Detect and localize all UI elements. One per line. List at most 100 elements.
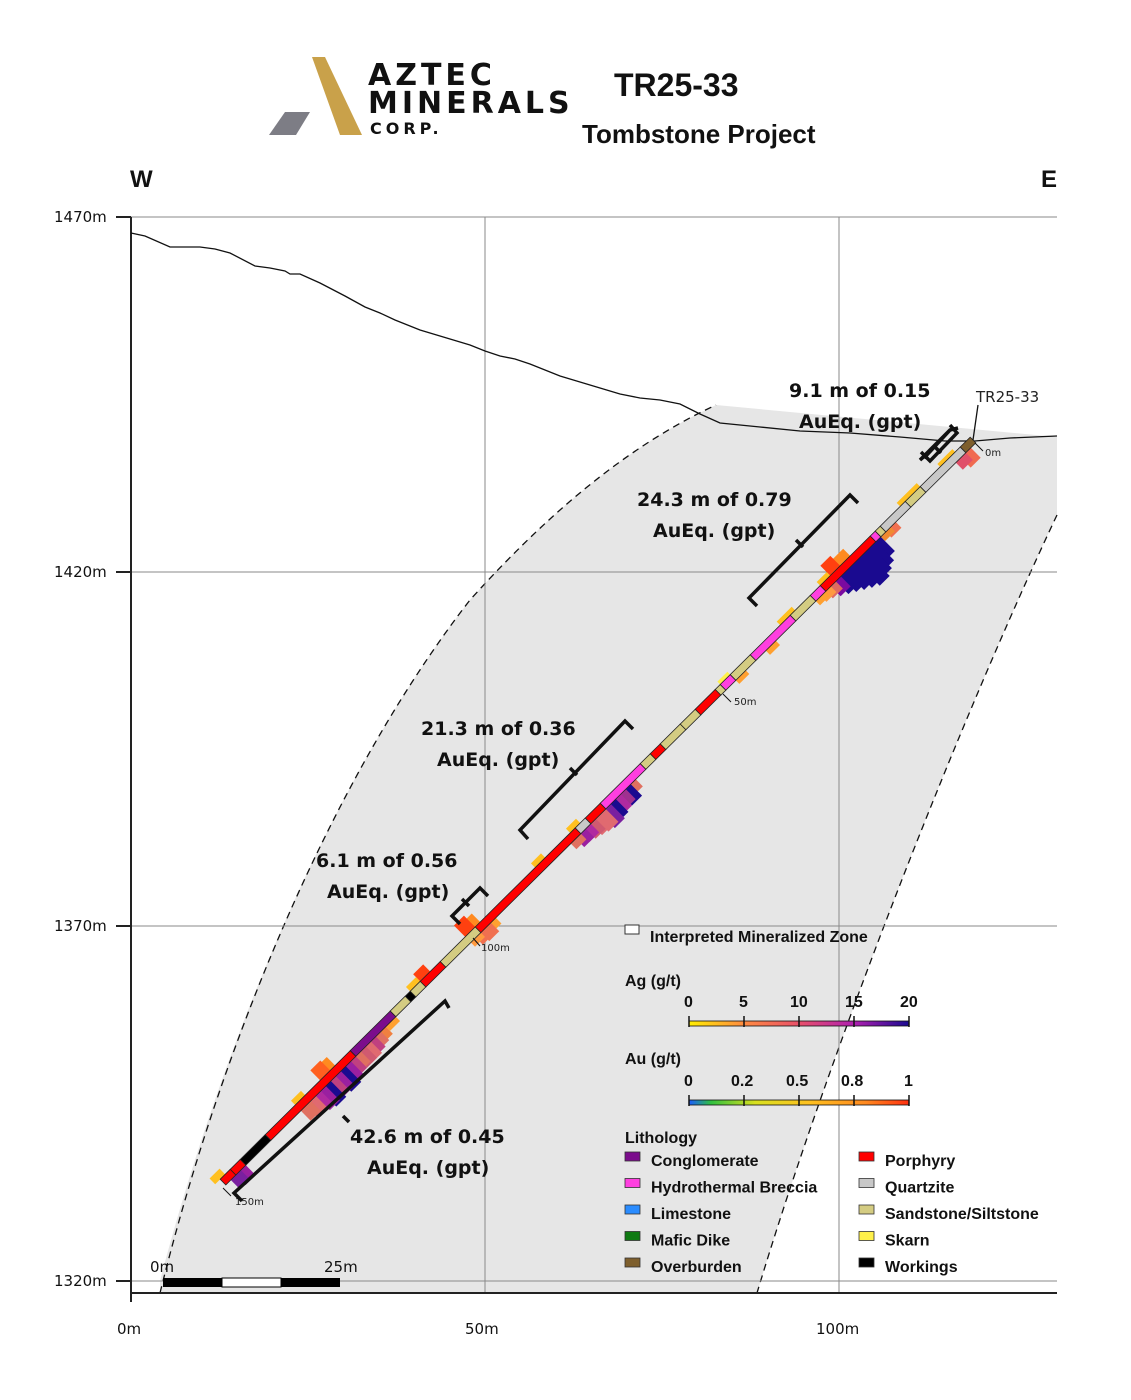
ag-grade-bar [815, 591, 831, 606]
bracket-21-3m-tick [568, 766, 579, 777]
au-grade-bar [717, 671, 731, 685]
y-ticks [116, 216, 131, 1282]
ag-tick-label: 0 [684, 994, 693, 1011]
logo-gray-shape [269, 112, 310, 135]
lithology-swatch [858, 1231, 875, 1241]
y-tick-label: 1420m [54, 563, 107, 581]
y-tick-label: 1320m [54, 1272, 107, 1290]
zone-swatch [624, 924, 640, 935]
east-label: E [1041, 166, 1057, 193]
bracket-21-3m [517, 718, 635, 841]
y-tick-label: 1470m [54, 208, 107, 226]
bracket-24-3m-tick [794, 538, 805, 549]
lithology-swatch [624, 1178, 641, 1188]
ag-scale-title: Ag (g/t) [625, 973, 681, 990]
collar-leader-line [972, 404, 979, 441]
x-tick-label: 100m [816, 1320, 859, 1338]
zone-boundary-west [159, 404, 717, 1294]
au-grade-bar [776, 606, 796, 626]
ag-grade-bar [385, 1016, 401, 1031]
bracket-6-1m-tick [460, 897, 471, 908]
au-grade-bar [405, 977, 421, 992]
intercept-line1: 21.3 m of 0.36 [421, 718, 576, 740]
lithology-swatch [858, 1257, 875, 1268]
depth-marker-0m: 0m [974, 442, 1001, 459]
intercept-label-2: 24.3 m of 0.79 AuEq. (gpt) [637, 489, 792, 542]
lithology-swatch [624, 1257, 641, 1268]
lithology-swatch [624, 1231, 641, 1241]
drill-hole-trace [209, 436, 981, 1189]
depth-label: 100m [481, 943, 510, 954]
scale-seg-3 [281, 1278, 340, 1287]
ag-tick-label: 5 [739, 994, 748, 1011]
hole-id-title: TR25-33 [614, 67, 739, 103]
depth-label: 150m [235, 1197, 264, 1208]
au-tick-label: 1 [904, 1073, 913, 1090]
logo-gold-shape [312, 57, 362, 135]
ag-ramp-ticks [688, 1016, 910, 1027]
intercept-line2: AuEq. (gpt) [437, 749, 559, 771]
lithology-swatch [858, 1204, 875, 1215]
intercept-line1: 6.1 m of 0.56 [316, 850, 458, 872]
au-scale-title: Au (g/t) [625, 1051, 681, 1068]
au-tick-label: 0.5 [786, 1073, 808, 1090]
depth-marker-50m: 50m [722, 693, 756, 708]
lithology-label: Hydrothermal Breccia [651, 1180, 817, 1197]
lithology-label: Conglomerate [651, 1153, 759, 1170]
ag-grade-bar [735, 670, 750, 684]
ag-grade-bar [230, 1170, 250, 1189]
bracket-9-1m-tick [933, 445, 943, 455]
lithology-label: Limestone [651, 1206, 731, 1223]
ag-grade-bar [880, 526, 896, 542]
depth-label: 50m [734, 697, 756, 708]
logo-line3: CORP. [370, 119, 443, 138]
au-grade-bar [413, 964, 431, 982]
scale-seg-2 [221, 1277, 282, 1288]
ag-tick-label: 15 [845, 994, 863, 1011]
company-logo: AZTEC MINERALS CORP. [269, 57, 570, 138]
mineralized-zone [160, 405, 1057, 1293]
au-tick-label: 0.2 [731, 1073, 753, 1090]
lithology-swatch [858, 1178, 875, 1188]
intercept-label-4: 6.1 m of 0.56 AuEq. (gpt) [316, 850, 458, 903]
scale-end-label: 25m [324, 1258, 358, 1276]
bracket-24-3m [746, 492, 860, 608]
au-grade-bar [820, 555, 841, 576]
intercept-line2: AuEq. (gpt) [799, 411, 921, 433]
lithology-swatch [624, 1204, 641, 1215]
au-grade-bar [896, 483, 921, 507]
intercept-line1: 42.6 m of 0.45 [350, 1126, 505, 1148]
au-ramp-ticks [688, 1095, 910, 1106]
ag-grade-bar [570, 833, 587, 850]
intercept-line1: 9.1 m of 0.15 [789, 380, 931, 402]
au-grade-bar [565, 818, 581, 833]
au-tick-label: 0 [684, 1073, 693, 1090]
intercept-line2: AuEq. (gpt) [653, 520, 775, 542]
lithology-swatch [624, 1151, 641, 1162]
lithology-title: Lithology [625, 1130, 697, 1147]
ag-tick-label: 10 [790, 994, 808, 1011]
project-title: Tombstone Project [582, 119, 816, 149]
grid [131, 216, 1057, 1293]
lithology-label: Skarn [885, 1233, 929, 1250]
depth-tick [974, 442, 984, 452]
bracket-9-1m-b [919, 423, 960, 464]
lithology-label: Mafic Dike [651, 1233, 730, 1250]
scale-start-label: 0m [150, 1258, 174, 1276]
ag-tick-label: 20 [900, 994, 918, 1011]
west-label: W [130, 166, 153, 193]
lithology-label: Workings [885, 1259, 958, 1276]
ag-grade-bar [470, 932, 486, 947]
au-tick-label: 0.8 [841, 1073, 863, 1090]
scale-bar: 0m 25m [150, 1258, 358, 1288]
ag-grade-bar [955, 452, 973, 470]
depth-tick [222, 1187, 232, 1197]
x-tick-label: 50m [465, 1320, 499, 1338]
intercept-bracket [231, 423, 960, 1203]
depth-tick [472, 937, 481, 947]
y-tick-label: 1370m [54, 917, 107, 935]
collar-label: TR25-33 [975, 388, 1039, 406]
topography-line [130, 232, 1058, 442]
intercept-line1: 24.3 m of 0.79 [637, 489, 792, 511]
